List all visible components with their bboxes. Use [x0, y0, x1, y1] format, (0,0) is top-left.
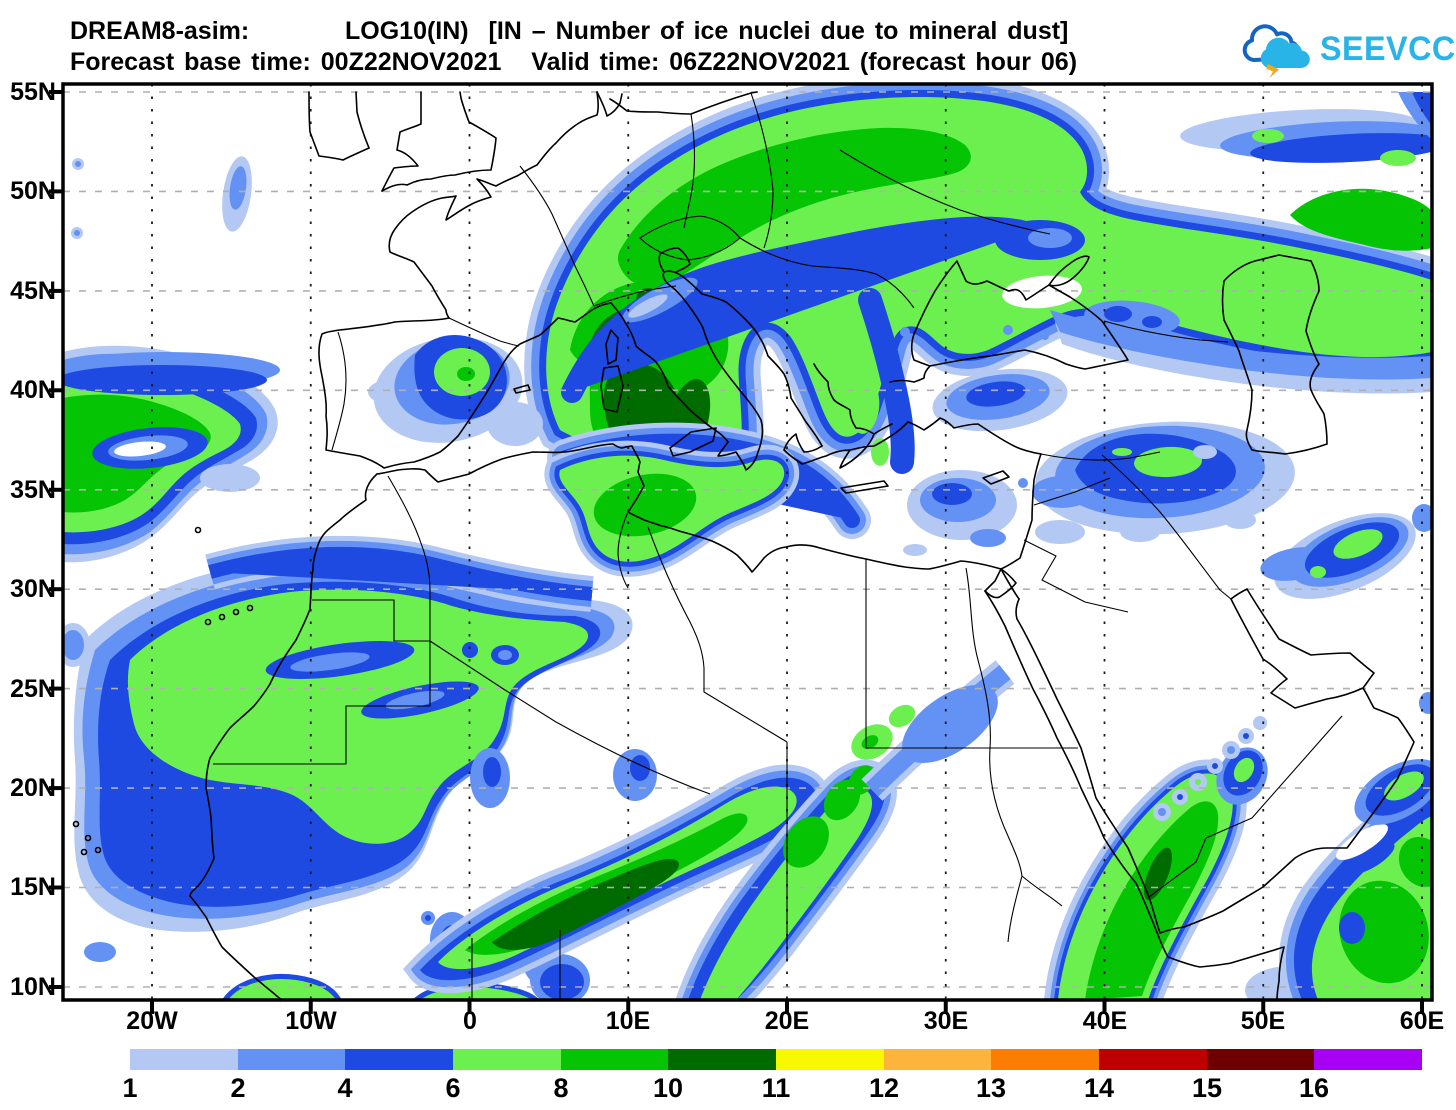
- colorbar-segment: [1206, 1049, 1315, 1070]
- seevccc-logo: SEEVCCC: [1238, 20, 1456, 78]
- colorbar-label: 11: [761, 1073, 791, 1103]
- lat-label: 25N: [10, 675, 56, 703]
- lat-label: 40N: [10, 376, 56, 404]
- lon-label: 0: [463, 1007, 477, 1035]
- colorbar-label: 10: [652, 1073, 684, 1103]
- colorbar-segment: [1314, 1049, 1423, 1070]
- colorbar-segment: [883, 1049, 992, 1070]
- colorbar-segment: [345, 1049, 454, 1070]
- page-title: LOG10(IN) [IN – Number of ice nuclei due…: [345, 17, 1069, 45]
- colorbar-segment: [560, 1049, 669, 1070]
- border-layer: [213, 92, 1343, 1000]
- lat-label: 55N: [10, 78, 56, 106]
- colorbar-segment: [668, 1049, 777, 1070]
- colorbar-segment: [991, 1049, 1100, 1070]
- colorbar-label: 6: [445, 1073, 461, 1103]
- model-name: DREAM8-asim:: [70, 17, 250, 45]
- lat-label: 20N: [10, 774, 56, 802]
- lat-label: 10N: [10, 973, 56, 1001]
- colorbar-segment: [1099, 1049, 1207, 1070]
- lat-label: 35N: [10, 476, 56, 504]
- colorbar-label: 15: [1191, 1073, 1223, 1103]
- graticule: [63, 84, 1432, 1000]
- forecast-times-subtitle: Forecast base time: 00Z22NOV2021 Valid t…: [70, 48, 1078, 76]
- colorbar-segment: [453, 1049, 561, 1070]
- cloud-lightning-icon: [1242, 24, 1310, 78]
- logo-text: SEEVCCC: [1320, 29, 1456, 68]
- colorbar-label: 16: [1298, 1073, 1330, 1103]
- colorbar-label: 2: [230, 1073, 246, 1103]
- colorbar-label: 14: [1083, 1073, 1115, 1103]
- colorbar: [130, 1049, 1423, 1070]
- lat-label: 45N: [10, 277, 56, 305]
- colorbar-label: 4: [337, 1073, 353, 1103]
- colorbar-label: 13: [975, 1073, 1007, 1103]
- weather-map: [49, 82, 1434, 1014]
- colorbar-segment: [776, 1049, 884, 1070]
- contour-layer: [63, 84, 1432, 1000]
- coastline-layer: [72, 91, 1415, 1000]
- lat-label: 30N: [10, 575, 56, 603]
- colorbar-segment: [237, 1049, 346, 1070]
- colorbar-label: 8: [553, 1073, 569, 1103]
- map-frame: [49, 82, 1434, 1014]
- lat-label: 50N: [10, 177, 56, 205]
- lat-label: 15N: [10, 873, 56, 901]
- colorbar-label: 1: [122, 1073, 138, 1103]
- colorbar-segment: [130, 1049, 238, 1070]
- colorbar-label: 12: [868, 1073, 900, 1103]
